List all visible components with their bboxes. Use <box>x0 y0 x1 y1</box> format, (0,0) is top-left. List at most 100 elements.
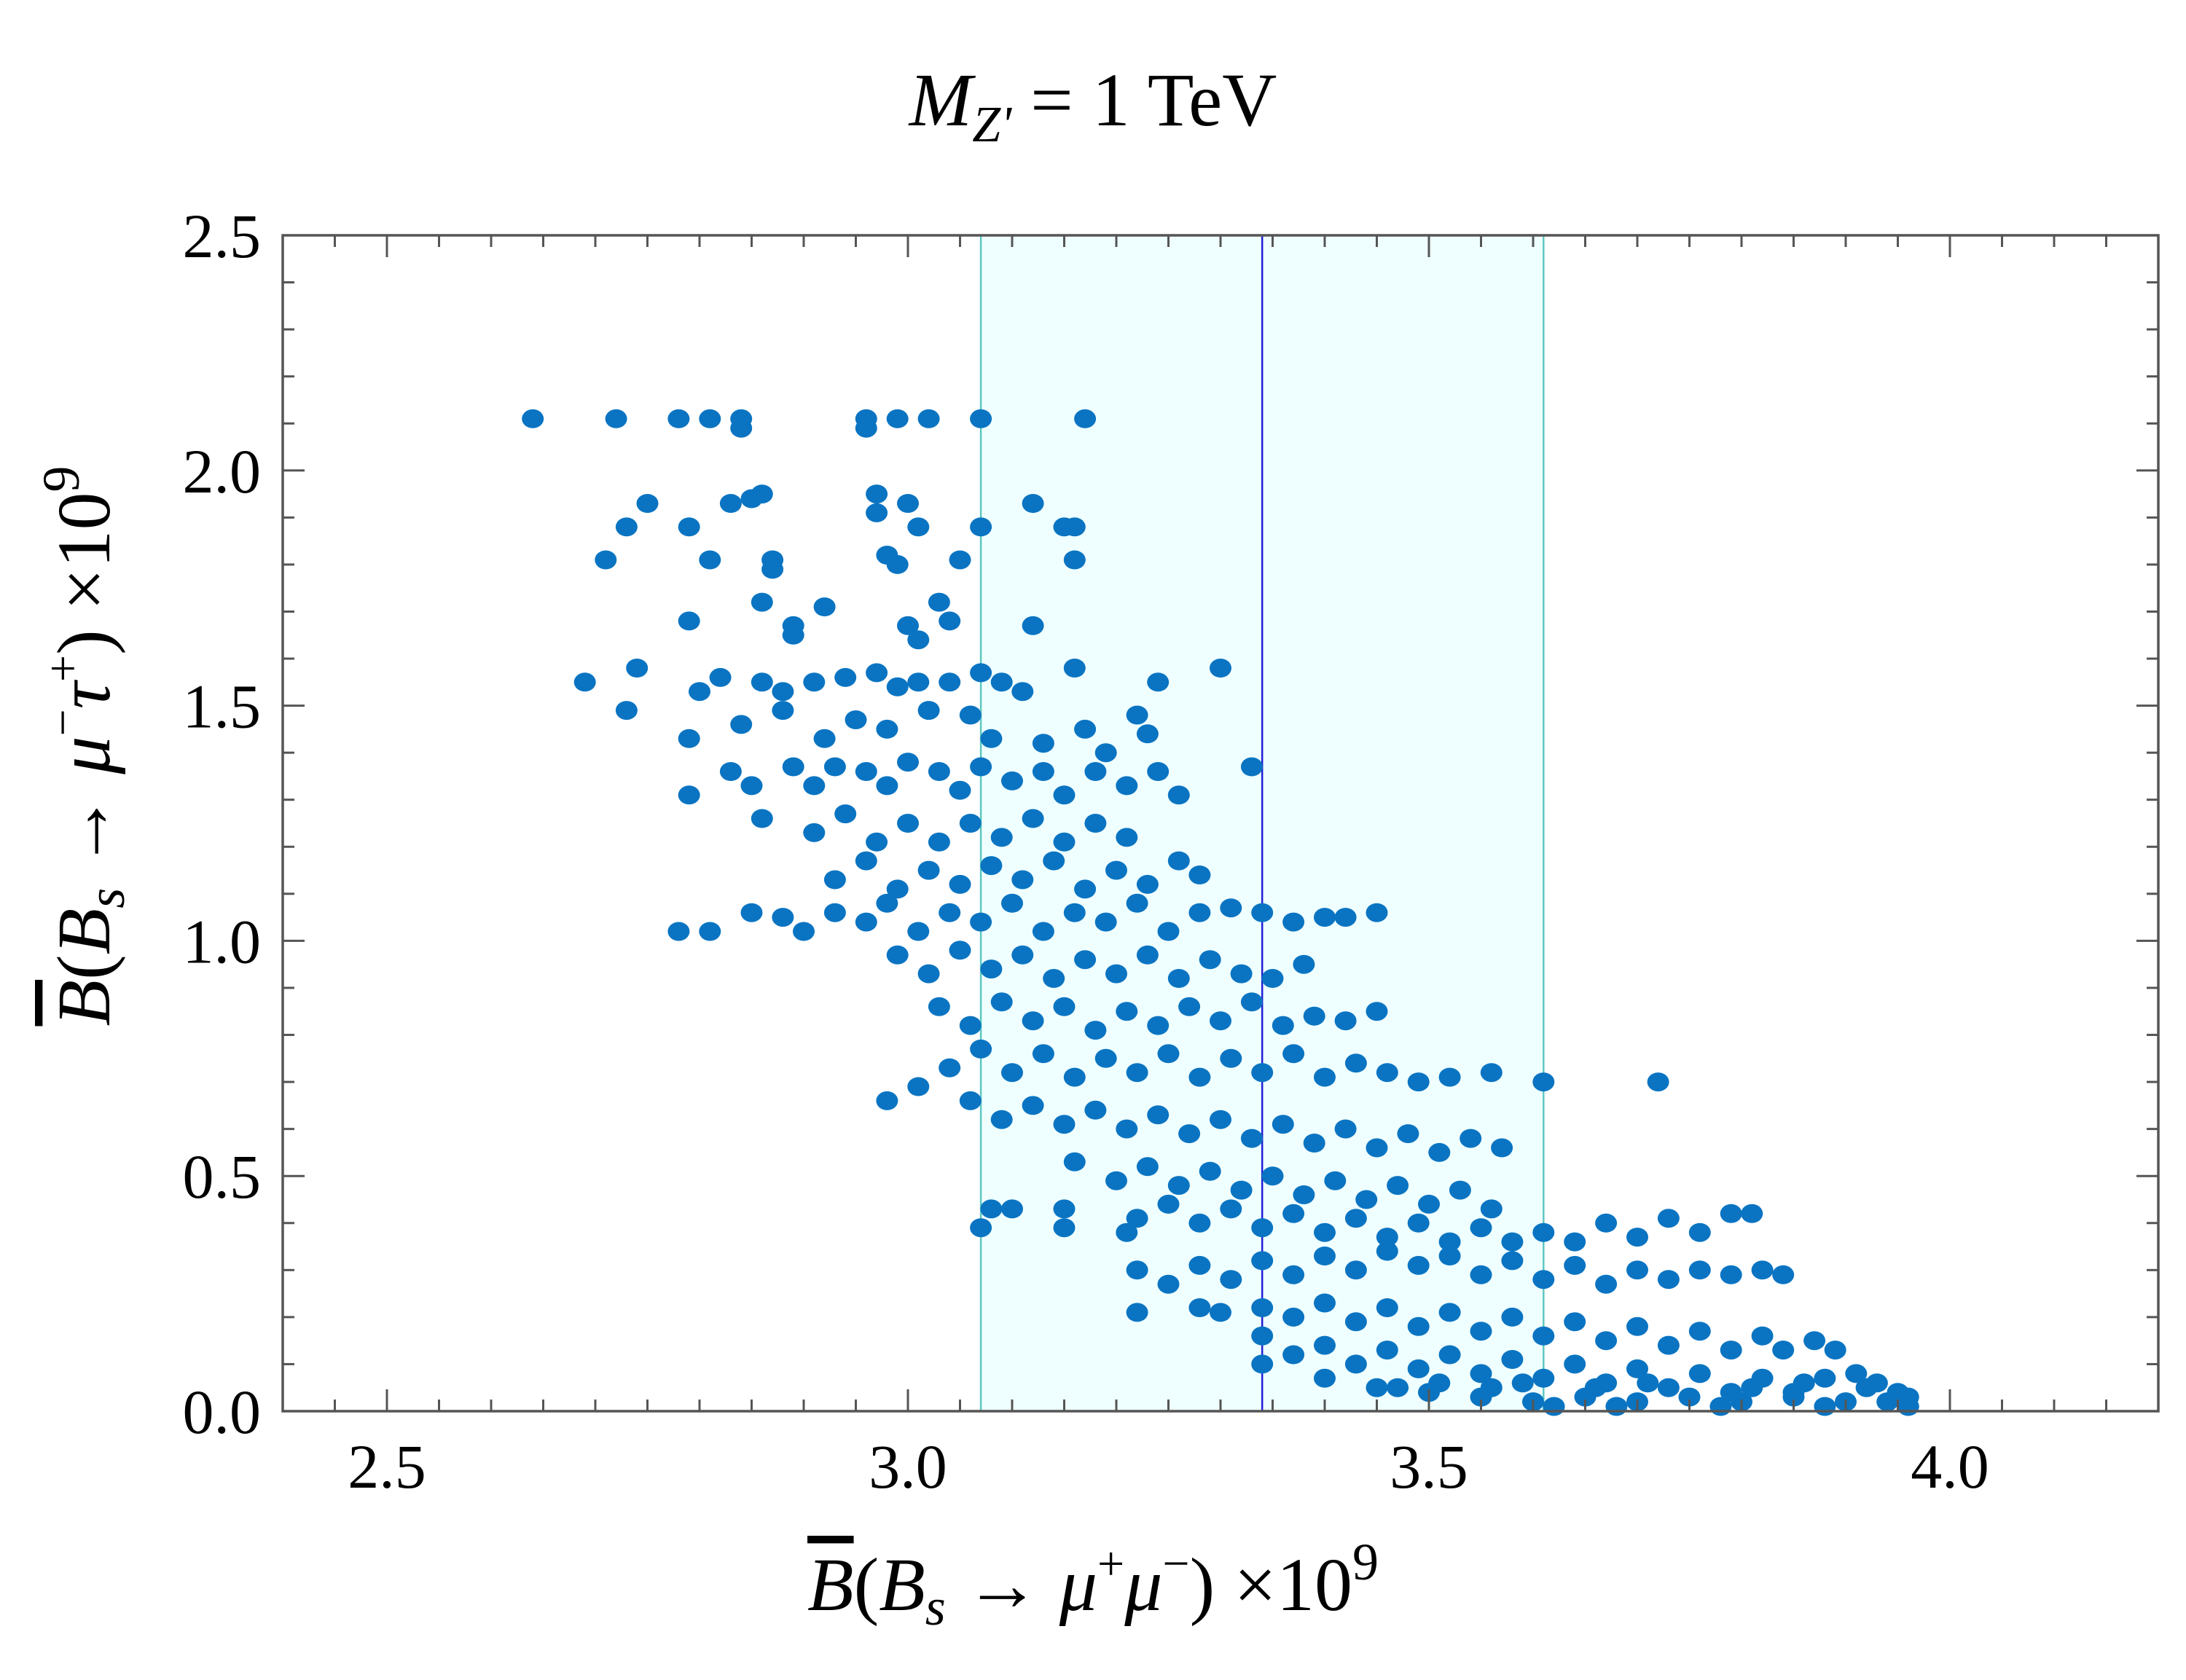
data-point <box>1626 1316 1648 1336</box>
data-point <box>1210 1303 1231 1322</box>
data-point <box>751 809 773 828</box>
data-point <box>917 860 940 880</box>
data-point <box>1053 1199 1076 1219</box>
data-point <box>980 959 1003 979</box>
data-point <box>1751 1326 1774 1346</box>
x-axis-title: B(Bs → μ+μ−) ×109 <box>807 1533 1379 1636</box>
data-point <box>1251 1326 1274 1346</box>
data-point <box>970 912 992 932</box>
data-point <box>866 484 888 504</box>
data-point <box>886 945 909 965</box>
data-point <box>1376 1063 1398 1083</box>
data-point <box>1136 945 1159 965</box>
data-point <box>772 682 794 702</box>
data-point <box>667 409 690 428</box>
data-point <box>1344 1260 1367 1280</box>
data-point <box>1480 1378 1503 1397</box>
data-point <box>1803 1331 1826 1351</box>
data-point <box>1011 682 1034 702</box>
data-point <box>1657 1270 1680 1290</box>
data-point <box>782 625 804 645</box>
data-point <box>1105 860 1127 880</box>
data-point <box>970 663 992 683</box>
data-point <box>1240 1128 1263 1148</box>
data-point <box>959 1016 982 1035</box>
data-point <box>1188 1298 1211 1317</box>
data-point <box>1824 1341 1846 1360</box>
data-point <box>949 941 971 960</box>
x-tick-label: 2.5 <box>348 1432 426 1502</box>
data-point <box>813 729 836 748</box>
data-point <box>1188 865 1211 884</box>
y-tick-label: 0.5 <box>183 1142 262 1212</box>
data-point <box>689 682 710 702</box>
data-point <box>1438 1247 1461 1265</box>
data-point <box>1116 1222 1138 1242</box>
data-point <box>1136 874 1159 894</box>
data-point <box>876 776 898 796</box>
data-point <box>1376 1341 1398 1360</box>
data-point <box>699 922 721 941</box>
data-point <box>1074 719 1097 739</box>
data-point <box>803 823 826 842</box>
data-point <box>782 757 804 777</box>
data-point <box>1314 1293 1336 1313</box>
data-point <box>1407 1316 1430 1336</box>
data-point <box>980 856 1003 876</box>
data-point <box>1084 762 1107 781</box>
data-point <box>949 780 971 800</box>
data-point <box>1126 1063 1148 1083</box>
data-point <box>1532 1326 1555 1346</box>
data-point <box>1272 1115 1294 1134</box>
data-point <box>1167 851 1190 871</box>
data-point <box>1022 616 1044 635</box>
data-point <box>803 776 826 796</box>
data-point <box>1376 1241 1398 1261</box>
data-point <box>990 992 1013 1012</box>
data-point <box>1751 1260 1774 1280</box>
data-point <box>1116 828 1138 847</box>
data-point <box>1063 903 1086 922</box>
data-point <box>1188 1213 1211 1233</box>
y-tick-label: 1.0 <box>183 906 262 976</box>
data-point <box>907 630 930 650</box>
data-point <box>605 409 627 428</box>
data-point <box>1438 1232 1461 1252</box>
data-point <box>1709 1397 1732 1416</box>
data-point <box>1147 762 1170 781</box>
data-point <box>1230 964 1253 984</box>
data-point <box>939 903 961 922</box>
data-point <box>866 832 888 852</box>
data-point <box>1532 1368 1555 1388</box>
data-point <box>1324 1171 1347 1190</box>
data-point <box>907 672 930 692</box>
data-point <box>886 677 909 696</box>
data-point <box>1022 1011 1044 1031</box>
data-point <box>1063 550 1086 570</box>
data-point <box>1688 1322 1711 1341</box>
data-point <box>1334 1011 1357 1031</box>
data-point <box>1282 912 1305 932</box>
data-point <box>615 517 638 537</box>
data-point <box>1199 1161 1221 1181</box>
data-point <box>1043 969 1065 988</box>
data-point <box>1147 1105 1170 1125</box>
data-point <box>1157 1274 1180 1294</box>
data-point <box>719 494 742 513</box>
data-point <box>907 1077 930 1096</box>
data-point <box>1126 893 1148 913</box>
data-point <box>1314 1067 1336 1087</box>
data-point <box>1001 771 1023 790</box>
data-point <box>1022 494 1044 513</box>
y-tick-label: 1.5 <box>183 672 262 742</box>
x-tick-label: 3.5 <box>1390 1432 1468 1502</box>
data-point <box>1480 1063 1503 1083</box>
data-point <box>1105 964 1127 984</box>
data-point <box>1126 705 1148 725</box>
data-point <box>1011 945 1034 965</box>
data-point <box>793 922 815 941</box>
data-point <box>1876 1392 1899 1412</box>
data-point <box>1657 1209 1680 1228</box>
data-point <box>1366 1378 1388 1397</box>
data-point <box>1626 1260 1648 1280</box>
